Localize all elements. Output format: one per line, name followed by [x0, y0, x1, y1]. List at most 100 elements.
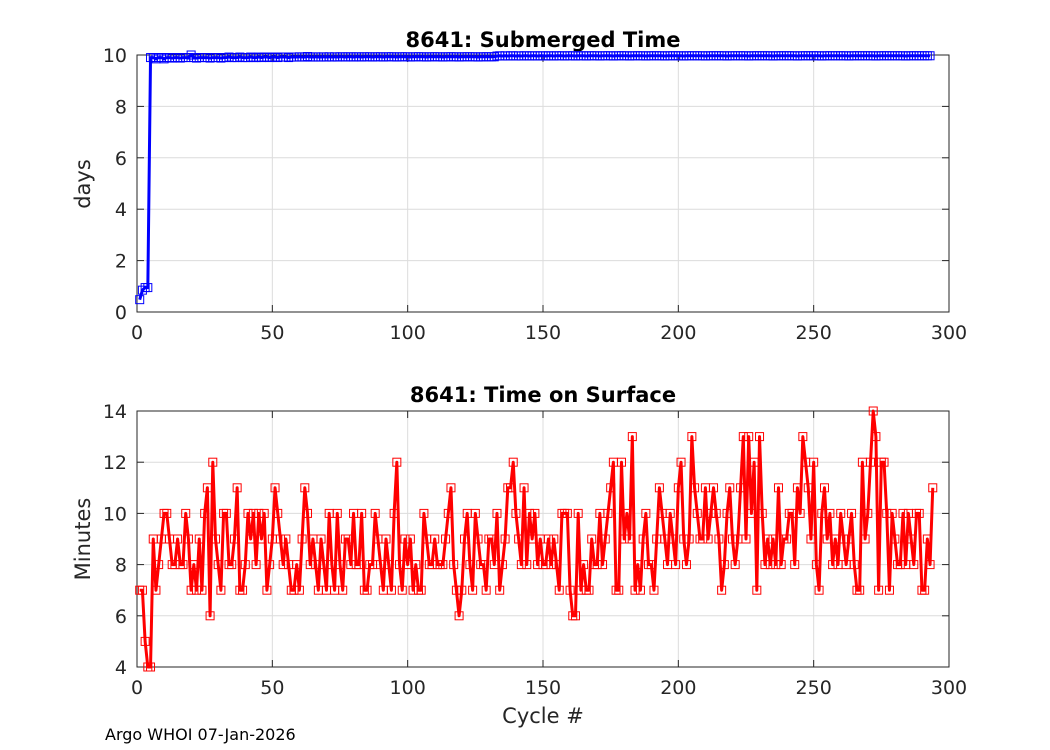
time-on-surface-data-point — [294, 585, 304, 595]
time-on-surface-data-point — [487, 534, 497, 544]
time-on-surface-data-point — [746, 508, 756, 518]
time-on-surface-data-point — [154, 560, 164, 570]
submerged-time-data-point — [137, 285, 147, 295]
time-on-surface-data-point — [240, 560, 250, 570]
submerged-time-ytick-label: 10 — [103, 45, 127, 67]
time-on-surface-data-point — [254, 508, 264, 518]
time-on-surface-data-point — [221, 508, 231, 518]
time-on-surface-data-point — [771, 560, 781, 570]
time-on-surface-data-point — [335, 560, 345, 570]
time-on-surface-data-point — [273, 508, 283, 518]
time-on-surface-data-point — [194, 534, 204, 544]
time-on-surface-data-point — [305, 560, 315, 570]
time-on-surface-data-point — [251, 560, 261, 570]
time-on-surface-data-point — [773, 483, 783, 493]
time-on-surface-data-point — [546, 560, 556, 570]
time-on-surface-data-point — [633, 560, 643, 570]
time-on-surface-data-point — [524, 508, 534, 518]
time-on-surface-data-point — [725, 483, 735, 493]
time-on-surface-data-point — [703, 534, 713, 544]
time-on-surface-data-point — [511, 508, 521, 518]
time-on-surface-data-point — [441, 534, 451, 544]
time-on-surface-data-point — [600, 534, 610, 544]
time-on-surface-data-point — [847, 508, 857, 518]
time-on-surface-data-point — [755, 432, 765, 442]
time-on-surface-data-point — [838, 534, 848, 544]
time-on-surface-data-point — [798, 432, 808, 442]
time-on-surface-data-point — [400, 534, 410, 544]
time-on-surface-data-point — [500, 534, 510, 544]
time-on-surface-data-point — [836, 508, 846, 518]
time-on-surface-ytick-label: 4 — [115, 657, 127, 679]
time-on-surface-data-point — [803, 483, 813, 493]
submerged-time-title: 8641: Submerged Time — [405, 28, 680, 52]
time-on-surface-xlabel: Cycle # — [502, 704, 584, 728]
time-on-surface-data-point — [625, 534, 635, 544]
time-on-surface-data-point — [922, 534, 932, 544]
time-on-surface-data-point — [676, 457, 686, 467]
time-on-surface-data-point — [714, 534, 724, 544]
submerged-time-ticks: 0 50 100 150 200 250 300 0 2 4 6 8 10 — [103, 45, 967, 344]
time-on-surface-data-point — [806, 534, 816, 544]
time-on-surface-data-point — [587, 534, 597, 544]
time-on-surface-data-point — [454, 611, 464, 621]
time-on-surface-data-point — [303, 508, 313, 518]
submerged-time-markers — [135, 50, 935, 305]
time-on-surface-data-point — [506, 483, 516, 493]
time-on-surface-data-point — [719, 560, 729, 570]
submerged-time-ytick-label: 2 — [115, 251, 127, 273]
time-on-surface-data-point — [384, 560, 394, 570]
time-on-surface-data-point — [890, 534, 900, 544]
time-on-surface-data-point — [744, 432, 754, 442]
time-on-surface-data-point — [216, 585, 226, 595]
time-on-surface-data-point — [137, 585, 147, 595]
time-on-surface-data-point — [565, 585, 575, 595]
submerged-time-xtick-label: 250 — [796, 322, 832, 344]
time-on-surface-data-point — [246, 534, 256, 544]
time-on-surface-data-point — [151, 585, 161, 595]
time-on-surface-ytick-label: 10 — [103, 503, 127, 525]
time-on-surface-data-point — [757, 508, 767, 518]
time-on-surface-data-point — [343, 534, 353, 544]
time-on-surface-ytick-label: 12 — [103, 452, 127, 474]
time-on-surface-data-point — [874, 585, 884, 595]
time-on-surface-data-point — [811, 560, 821, 570]
time-on-surface-data-point — [698, 534, 708, 544]
time-on-surface-data-point — [709, 483, 719, 493]
time-on-surface-data-point — [671, 560, 681, 570]
time-on-surface-xtick-label: 0 — [131, 677, 143, 699]
time-on-surface-data-point — [879, 457, 889, 467]
time-on-surface-data-point — [265, 560, 275, 570]
submerged-time-series-line — [138, 53, 931, 301]
time-on-surface-data-point — [668, 534, 678, 544]
time-on-surface-data-point — [259, 508, 269, 518]
time-on-surface-data-point — [257, 534, 267, 544]
time-on-surface-data-point — [419, 508, 429, 518]
time-on-surface-data-point — [549, 534, 559, 544]
time-on-surface-data-point — [622, 508, 632, 518]
time-on-surface-ylabel: Minutes — [71, 498, 95, 581]
time-on-surface-data-point — [541, 560, 551, 570]
time-on-surface-data-point — [338, 585, 348, 595]
time-on-surface-data-point — [362, 585, 372, 595]
time-on-surface-data-point — [765, 560, 775, 570]
time-on-surface-data-point — [681, 560, 691, 570]
time-on-surface-data-point — [202, 483, 212, 493]
time-on-surface-data-point — [909, 560, 919, 570]
time-on-surface-data-point — [449, 560, 459, 570]
time-on-surface-data-point — [386, 585, 396, 595]
time-on-surface-data-point — [866, 457, 876, 467]
time-on-surface-axes: 8641: Time on Surface Minutes Cycle # 0 5… — [71, 383, 967, 728]
time-on-surface-data-point — [592, 560, 602, 570]
time-on-surface-data-point — [570, 611, 580, 621]
time-on-surface-xtick-label: 250 — [796, 677, 832, 699]
time-on-surface-data-point — [411, 560, 421, 570]
time-on-surface-data-point — [495, 585, 505, 595]
time-on-surface-data-point — [354, 560, 364, 570]
time-on-surface-data-point — [514, 534, 524, 544]
time-on-surface-data-point — [825, 508, 835, 518]
submerged-time-xtick-label: 300 — [931, 322, 967, 344]
time-on-surface-data-point — [630, 585, 640, 595]
time-on-surface-data-point — [768, 534, 778, 544]
